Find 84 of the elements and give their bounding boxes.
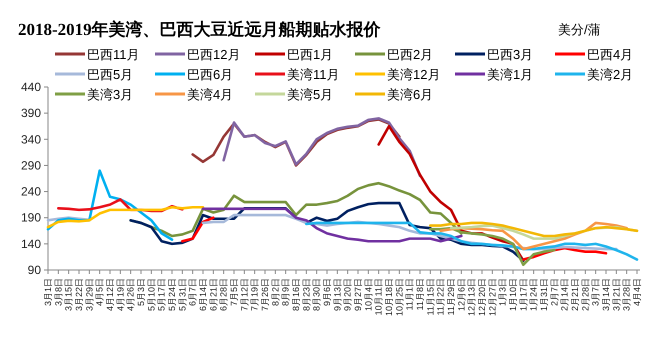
legend-label: 巴西3月: [487, 47, 534, 62]
x-tick-label: 10月18日: [384, 278, 394, 316]
x-tick-label: 9月13日: [332, 278, 342, 312]
x-tick-label: 1月10日: [508, 278, 518, 312]
x-tick-label: 7月12日: [239, 278, 250, 312]
x-tick-label: 12月20日: [477, 278, 487, 316]
x-tick-label: 10月25日: [394, 278, 404, 316]
x-tick-label: 8月2日: [270, 278, 280, 306]
x-tick-label: 7月26日: [260, 278, 270, 312]
legend-label: 巴西5月: [87, 67, 134, 82]
x-tick-label: 6月7日: [188, 278, 198, 306]
legend-label: 美湾1月: [487, 67, 534, 82]
y-tick-label: 390: [20, 106, 42, 120]
y-tick-label: 190: [20, 210, 42, 225]
y-tick-label: 240: [20, 184, 42, 199]
x-tick-label: 3月8日: [53, 278, 64, 306]
x-tick-label: 1月3日: [498, 278, 508, 306]
legend-label: 巴西2月: [387, 47, 434, 62]
chart-title: 2018-2019年美湾、巴西大豆近远月船期贴水报价: [18, 20, 382, 39]
y-tick-label: 90: [28, 263, 42, 277]
x-tick-label: 11月1日: [404, 278, 415, 310]
legend-label: 美湾5月: [287, 87, 334, 102]
x-tick-label: 8月9日: [280, 278, 291, 306]
y-axis-title: 美分/蒲: [558, 22, 601, 37]
x-tick-label: 1月17日: [518, 278, 528, 312]
y-tick-label: 140: [20, 236, 42, 251]
x-tick-label: 11月22日: [436, 278, 446, 316]
x-tick-label: 9月6日: [322, 278, 332, 306]
x-tick-label: 5月3日: [136, 278, 146, 306]
x-tick-label: 4月26日: [126, 278, 136, 312]
x-tick-label: 11月29日: [446, 278, 456, 316]
y-tick-label: 440: [20, 80, 42, 94]
legend-label: 美湾2月: [587, 67, 634, 82]
legend-label: 巴西1月: [287, 47, 334, 62]
legend-label: 美湾4月: [187, 87, 234, 102]
x-tick-label: 3月22日: [74, 278, 84, 312]
x-tick-label: 10月11日: [374, 278, 384, 316]
x-tick-label: 7月19日: [250, 278, 260, 312]
x-tick-label: 1月31日: [539, 278, 549, 312]
legend-label: 美湾3月: [87, 87, 134, 102]
x-tick-label: 6月28日: [218, 278, 229, 312]
x-tick-label: 5月17日: [156, 278, 167, 312]
x-tick-label: 2月7日: [549, 278, 560, 306]
legend-label: 美湾11月: [287, 67, 340, 82]
x-tick-label: 2月14日: [560, 278, 570, 312]
x-tick-label: 5月24日: [167, 278, 177, 312]
x-tick-label: 3月28日: [622, 278, 632, 312]
x-tick-label: 3月1日: [43, 278, 53, 306]
y-tick-label: 290: [20, 158, 42, 172]
x-tick-label: 4月19日: [115, 278, 126, 312]
x-tick-label: 2月21日: [570, 278, 580, 312]
legend-label: 巴西4月: [587, 47, 634, 62]
x-tick-label: 3月15日: [64, 278, 74, 312]
legend-label: 巴西11月: [87, 47, 140, 62]
x-tick-label: 2月28日: [580, 278, 590, 312]
x-tick-label: 6月21日: [208, 278, 218, 312]
x-tick-label: 9月27日: [353, 278, 363, 312]
legend-label: 巴西6月: [187, 67, 234, 82]
x-tick-label: 4月4日: [632, 278, 642, 306]
x-tick-label: 7月5日: [229, 278, 239, 306]
x-tick-label: 12月13日: [466, 278, 477, 316]
legend-label: 美湾12月: [387, 67, 440, 82]
x-tick-label: 11月8日: [415, 278, 425, 310]
x-tick-label: 3月7日: [590, 278, 601, 306]
x-tick-label: 8月23日: [301, 278, 312, 312]
legend-label: 美湾6月: [387, 87, 434, 102]
x-tick-label: 8月16日: [291, 278, 301, 312]
y-tick-label: 340: [20, 132, 42, 146]
x-tick-label: 12月6日: [456, 278, 466, 312]
x-tick-label: 8月30日: [312, 278, 322, 312]
x-tick-label: 5月10日: [146, 278, 156, 312]
x-tick-label: 12月27日: [487, 278, 498, 316]
x-tick-label: 4月5日: [94, 278, 105, 306]
legend-label: 巴西12月: [187, 47, 240, 62]
x-tick-label: 11月15日: [425, 278, 436, 316]
x-tick-label: 10月4日: [363, 278, 374, 312]
x-tick-label: 9月20日: [342, 278, 353, 312]
x-tick-label: 4月12日: [105, 278, 115, 312]
x-tick-label: 5月31日: [177, 278, 188, 312]
x-tick-label: 3月14日: [601, 278, 611, 312]
x-tick-label: 1月24日: [528, 278, 539, 312]
x-tick-label: 3月21日: [611, 278, 622, 312]
x-tick-label: 6月14日: [198, 278, 208, 312]
x-tick-label: 3月29日: [84, 278, 94, 312]
